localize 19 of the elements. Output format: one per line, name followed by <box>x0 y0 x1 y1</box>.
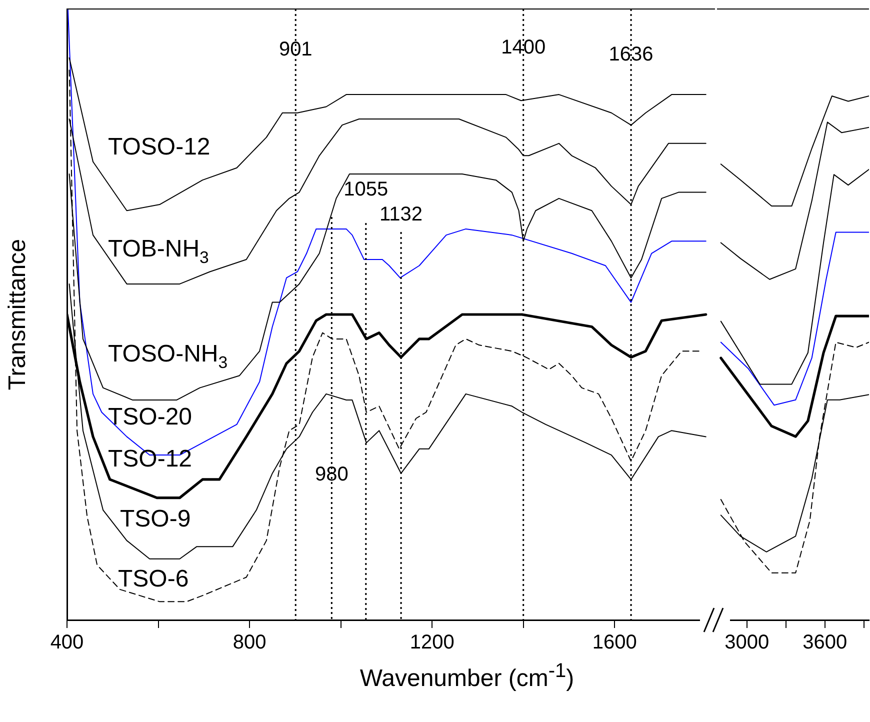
series-label: TOSO-12 <box>108 134 210 161</box>
series-label: TSO-12 <box>108 446 192 473</box>
x-tick-label: 400 <box>50 632 84 654</box>
ref-line-label: 1132 <box>380 204 423 226</box>
ref-line-label: 980 <box>314 464 348 486</box>
x-axis-title: Wavenumber (cm$^{-1}$) <box>358 660 576 693</box>
x-tick-label: 1200 <box>410 632 454 654</box>
x-tick-label: 3600 <box>802 632 848 654</box>
series-label: TSO-20 <box>108 404 192 431</box>
series-label: TSO-6 <box>118 566 189 593</box>
ref-line-label: 1400 <box>501 36 546 59</box>
ref-line-label: 1055 <box>344 178 388 201</box>
x-tick-label: 3000 <box>724 632 770 654</box>
ref-line-label: 901 <box>278 38 312 61</box>
x-tick-label: 1600 <box>592 632 637 654</box>
y-axis-title: Transmittance <box>4 238 32 390</box>
x-tick-label: 800 <box>232 632 266 654</box>
series-label: TSO-9 <box>120 506 191 533</box>
ref-line-label: 1636 <box>608 44 654 66</box>
